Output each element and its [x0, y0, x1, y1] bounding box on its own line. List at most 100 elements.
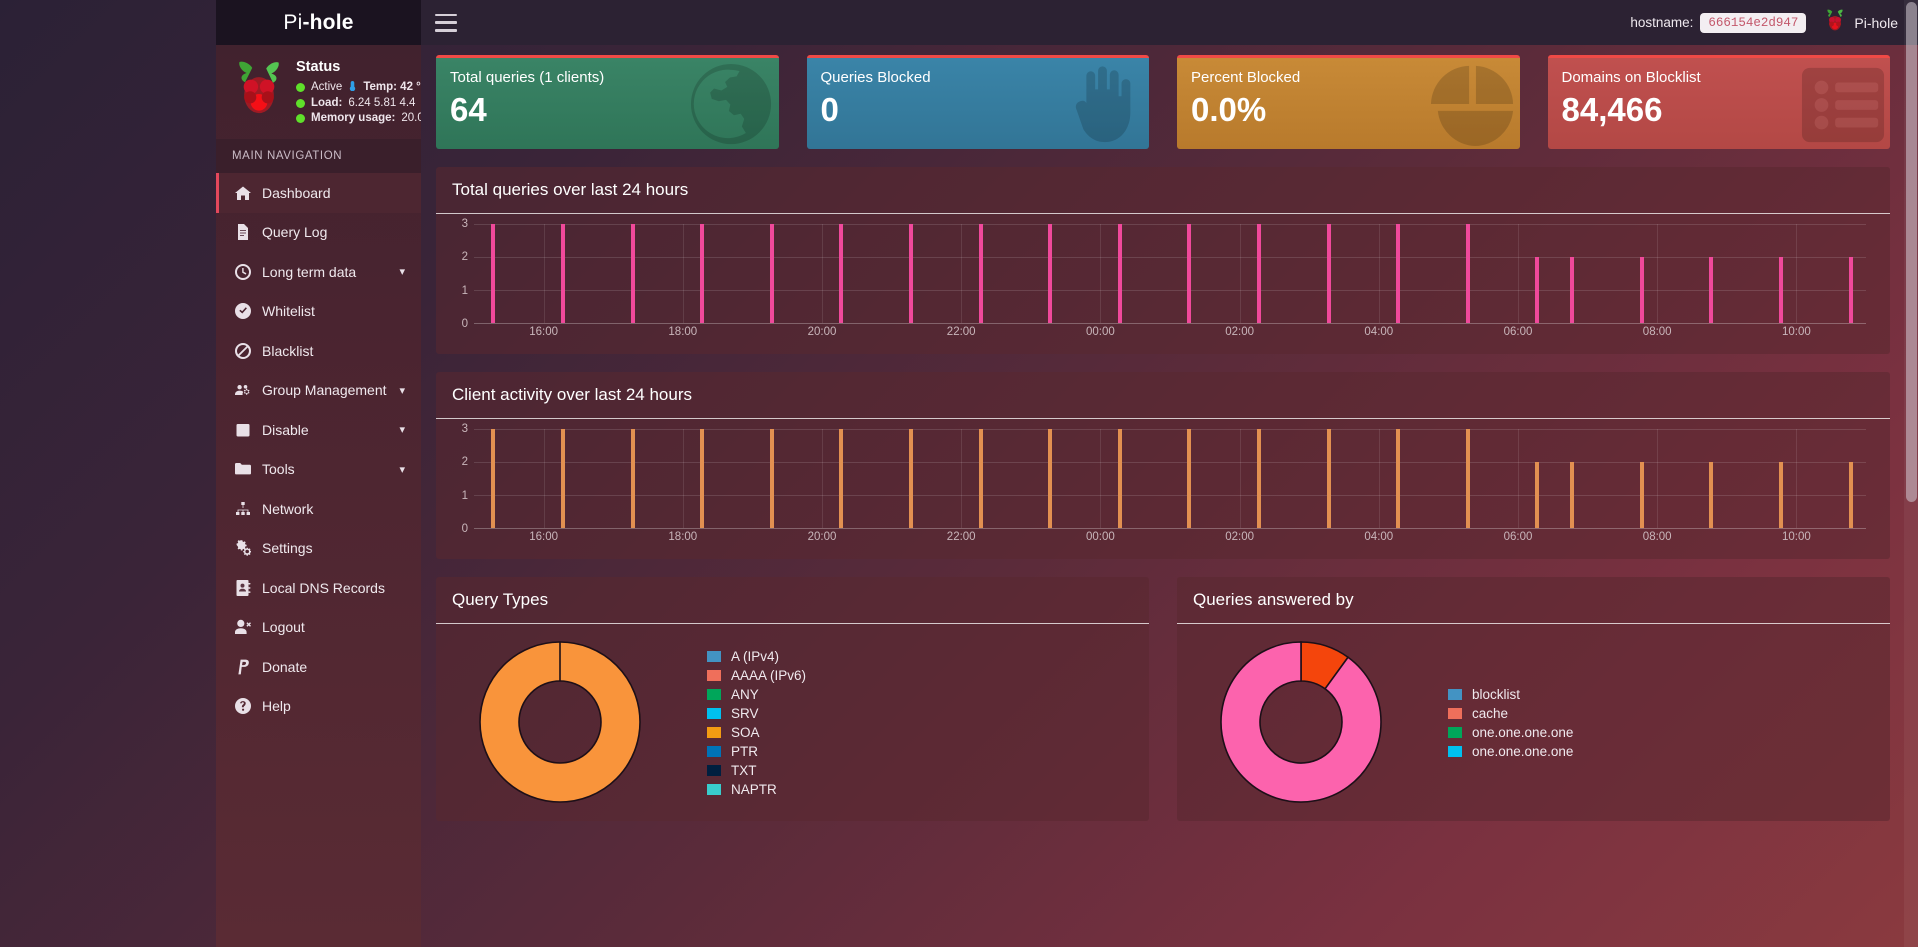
legend-item[interactable]: TXT: [707, 763, 1133, 778]
chart-bar[interactable]: [1187, 224, 1192, 323]
sidebar-item-disable[interactable]: Disable ▾: [216, 410, 421, 450]
chart-bar[interactable]: [978, 224, 983, 323]
legend-item[interactable]: cache: [1448, 706, 1874, 721]
sidebar-item-blacklist[interactable]: Blacklist: [216, 331, 421, 371]
chart-bar[interactable]: [1639, 462, 1644, 528]
y-tick-label: 3: [461, 218, 468, 230]
chart-bar[interactable]: [1709, 462, 1714, 528]
sidebar-item-network[interactable]: Network: [216, 489, 421, 529]
legend-item[interactable]: PTR: [707, 744, 1133, 759]
sidebar-item-donate[interactable]: Donate: [216, 647, 421, 687]
status-title: Status: [296, 59, 341, 75]
brand-logo[interactable]: Pi-hole: [216, 0, 421, 45]
sidebar-item-logout[interactable]: Logout: [216, 608, 421, 648]
legend-item[interactable]: SRV: [707, 706, 1133, 721]
home-icon: [234, 184, 251, 201]
chart-bar[interactable]: [630, 224, 635, 323]
legend-item[interactable]: ANY: [707, 687, 1133, 702]
sidebar-item-tools[interactable]: Tools ▾: [216, 450, 421, 490]
query-types-donut-chart[interactable]: A (IPv4) AAAA (IPv6) ANY SRV SOA PTR TXT NAPTR: [452, 634, 1133, 809]
chart-bar[interactable]: [978, 429, 983, 528]
chart-bar[interactable]: [1465, 224, 1470, 323]
sidebar-item-group-management[interactable]: Group Management ▾: [216, 371, 421, 411]
chart-bar[interactable]: [700, 429, 705, 528]
chart-bar[interactable]: [491, 429, 496, 528]
chart-bar[interactable]: [1396, 224, 1401, 323]
client-activity-bar-chart[interactable]: 0 1 2 3 16:00 18:00 20:00 22:00 00:00 02:00 04:00 0…: [452, 423, 1874, 547]
chart-bar[interactable]: [1257, 429, 1261, 528]
chart-bar[interactable]: [1117, 429, 1122, 528]
stat-card-percent-blocked[interactable]: Percent Blocked 0.0%: [1177, 55, 1520, 149]
sidebar-item-dashboard[interactable]: Dashboard: [216, 173, 421, 213]
chart-bar[interactable]: [1257, 224, 1261, 323]
chart-bar[interactable]: [561, 224, 565, 323]
legend-item[interactable]: NAPTR: [707, 782, 1133, 797]
legend-item[interactable]: one.one.one.one: [1448, 725, 1874, 740]
status-memory-label: Memory usage:: [311, 112, 396, 124]
status-temp-value: Temp: 42 °C: [363, 81, 421, 93]
y-tick-label: 0: [461, 318, 468, 330]
chart-bar[interactable]: [1848, 257, 1853, 323]
chart-bar[interactable]: [909, 429, 913, 528]
chart-bar[interactable]: [630, 429, 635, 528]
page-scrollbar[interactable]: [1904, 0, 1918, 947]
chart-bar[interactable]: [1848, 462, 1853, 528]
answered-by-donut-chart[interactable]: blocklist cache one.one.one.one one.one.one…: [1193, 634, 1874, 809]
sidebar-item-settings[interactable]: Settings: [216, 529, 421, 569]
x-tick-label: 22:00: [946, 326, 976, 338]
sidebar-item-long-term-data[interactable]: Long term data ▾: [216, 252, 421, 292]
sidebar-item-whitelist[interactable]: Whitelist: [216, 292, 421, 332]
sidebar-item-query-log[interactable]: Query Log: [216, 213, 421, 253]
total-queries-bar-chart[interactable]: 0 1 2 3 16:00 18:00 20:00 22:00 00:00 02:00 04:00 0…: [452, 218, 1874, 342]
chart-bar[interactable]: [1535, 462, 1540, 528]
chart-bar[interactable]: [1779, 462, 1783, 528]
panel-client-activity: Client activity over last 24 hours 0 1 2 3 1…: [436, 372, 1890, 559]
chart-bar[interactable]: [491, 224, 496, 323]
chart-bar[interactable]: [1570, 257, 1575, 323]
chart-bar[interactable]: [839, 429, 844, 528]
legend-item[interactable]: SOA: [707, 725, 1133, 740]
legend-item[interactable]: blocklist: [1448, 687, 1874, 702]
sidebar-item-help[interactable]: Help: [216, 687, 421, 727]
legend-label: SRV: [731, 705, 759, 721]
stat-card-value: 84,466: [1561, 91, 1663, 128]
chart-bar[interactable]: [1187, 429, 1192, 528]
panel-title-client-activity: Client activity over last 24 hours: [436, 372, 1890, 419]
chart-bar[interactable]: [1326, 224, 1331, 323]
chart-bar[interactable]: [1570, 462, 1575, 528]
check-circle-icon: [234, 303, 251, 320]
menu-toggle-icon[interactable]: [435, 13, 457, 32]
chart-bar[interactable]: [1048, 224, 1053, 323]
legend-color-swatch: [707, 707, 721, 719]
chart-bar[interactable]: [909, 224, 913, 323]
user-menu[interactable]: Pi-hole: [1816, 8, 1906, 37]
legend-item[interactable]: one.one.one.one: [1448, 744, 1874, 759]
chart-bar[interactable]: [1465, 429, 1470, 528]
panel-body-query-types: A (IPv4) AAAA (IPv6) ANY SRV SOA PTR TXT NAPTR: [436, 624, 1149, 821]
chart-bar[interactable]: [1639, 257, 1644, 323]
chart-bar[interactable]: [769, 429, 774, 528]
chart-bar[interactable]: [1709, 257, 1714, 323]
brand-suffix: -hole: [302, 10, 354, 34]
stat-card-queries-blocked[interactable]: Queries Blocked 0: [806, 55, 1149, 149]
brand-title: Pi-hole: [283, 11, 353, 35]
chart-bar[interactable]: [700, 224, 705, 323]
chart-bar[interactable]: [1117, 224, 1122, 323]
chart-bar[interactable]: [839, 224, 844, 323]
vertical-gridline: [682, 224, 684, 323]
chart-bar[interactable]: [1535, 257, 1540, 323]
stat-card-domains-on-blocklist[interactable]: Domains on Blocklist 84,466: [1547, 55, 1890, 149]
legend-item[interactable]: A (IPv4): [707, 649, 1133, 664]
chart-bar[interactable]: [1396, 429, 1401, 528]
clock-icon: [234, 263, 251, 280]
chart-bar[interactable]: [1326, 429, 1331, 528]
sidebar-item-local-dns-records[interactable]: Local DNS Records: [216, 568, 421, 608]
chart-bar[interactable]: [1779, 257, 1783, 323]
hostname-badge: 666154e2d947: [1700, 12, 1807, 33]
chart-bar[interactable]: [1048, 429, 1053, 528]
scrollbar-thumb[interactable]: [1906, 2, 1917, 502]
legend-item[interactable]: AAAA (IPv6): [707, 668, 1133, 683]
chart-bar[interactable]: [769, 224, 774, 323]
chart-bar[interactable]: [561, 429, 565, 528]
stat-card-total-queries-1-clients-[interactable]: Total queries (1 clients) 64: [436, 55, 779, 149]
